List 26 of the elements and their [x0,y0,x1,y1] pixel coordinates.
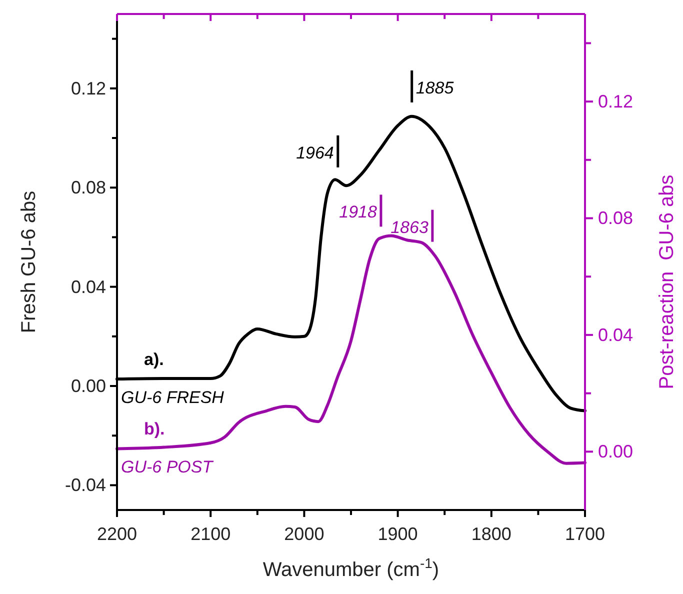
y2-tick-label: 0.04 [598,324,634,345]
x-tick-label: 1900 [378,524,418,544]
y2-tick-label: 0.08 [598,208,634,228]
series-label: GU-6 FRESH [121,388,225,408]
y2-tick-label: 0.12 [598,92,634,112]
y-tick-label: 0.12 [70,78,106,98]
annotation: 1885 [416,78,454,98]
y-tick-label: 0.08 [70,178,106,198]
annotation: a). [144,350,164,370]
y2-axis-title: Post-reaction GU-6 abs [656,174,678,390]
y2-tick-label: 0.00 [598,442,634,462]
annotation: b). [144,420,165,439]
annotation: 1863 [390,218,429,237]
annotation: 1964 [296,143,334,162]
y-tick-label: 0.00 [70,376,106,396]
y-tick-label: -0.04 [64,475,106,496]
x-axis-title: Wavenumber (cm$^{-1}$) [262,555,440,581]
x-tick-label: 1800 [471,524,512,544]
y-axis-title: Fresh GU-6 abs [18,190,40,334]
x-tick-label: 2000 [284,524,324,544]
y-tick-label: 0.04 [70,276,106,297]
x-tick-label: 2200 [96,524,138,544]
x-tick-label: 1700 [564,524,606,544]
x-tick-label: 2100 [190,524,231,544]
annotation: 1918 [339,202,378,222]
series-label: GU-6 POST [121,458,214,477]
